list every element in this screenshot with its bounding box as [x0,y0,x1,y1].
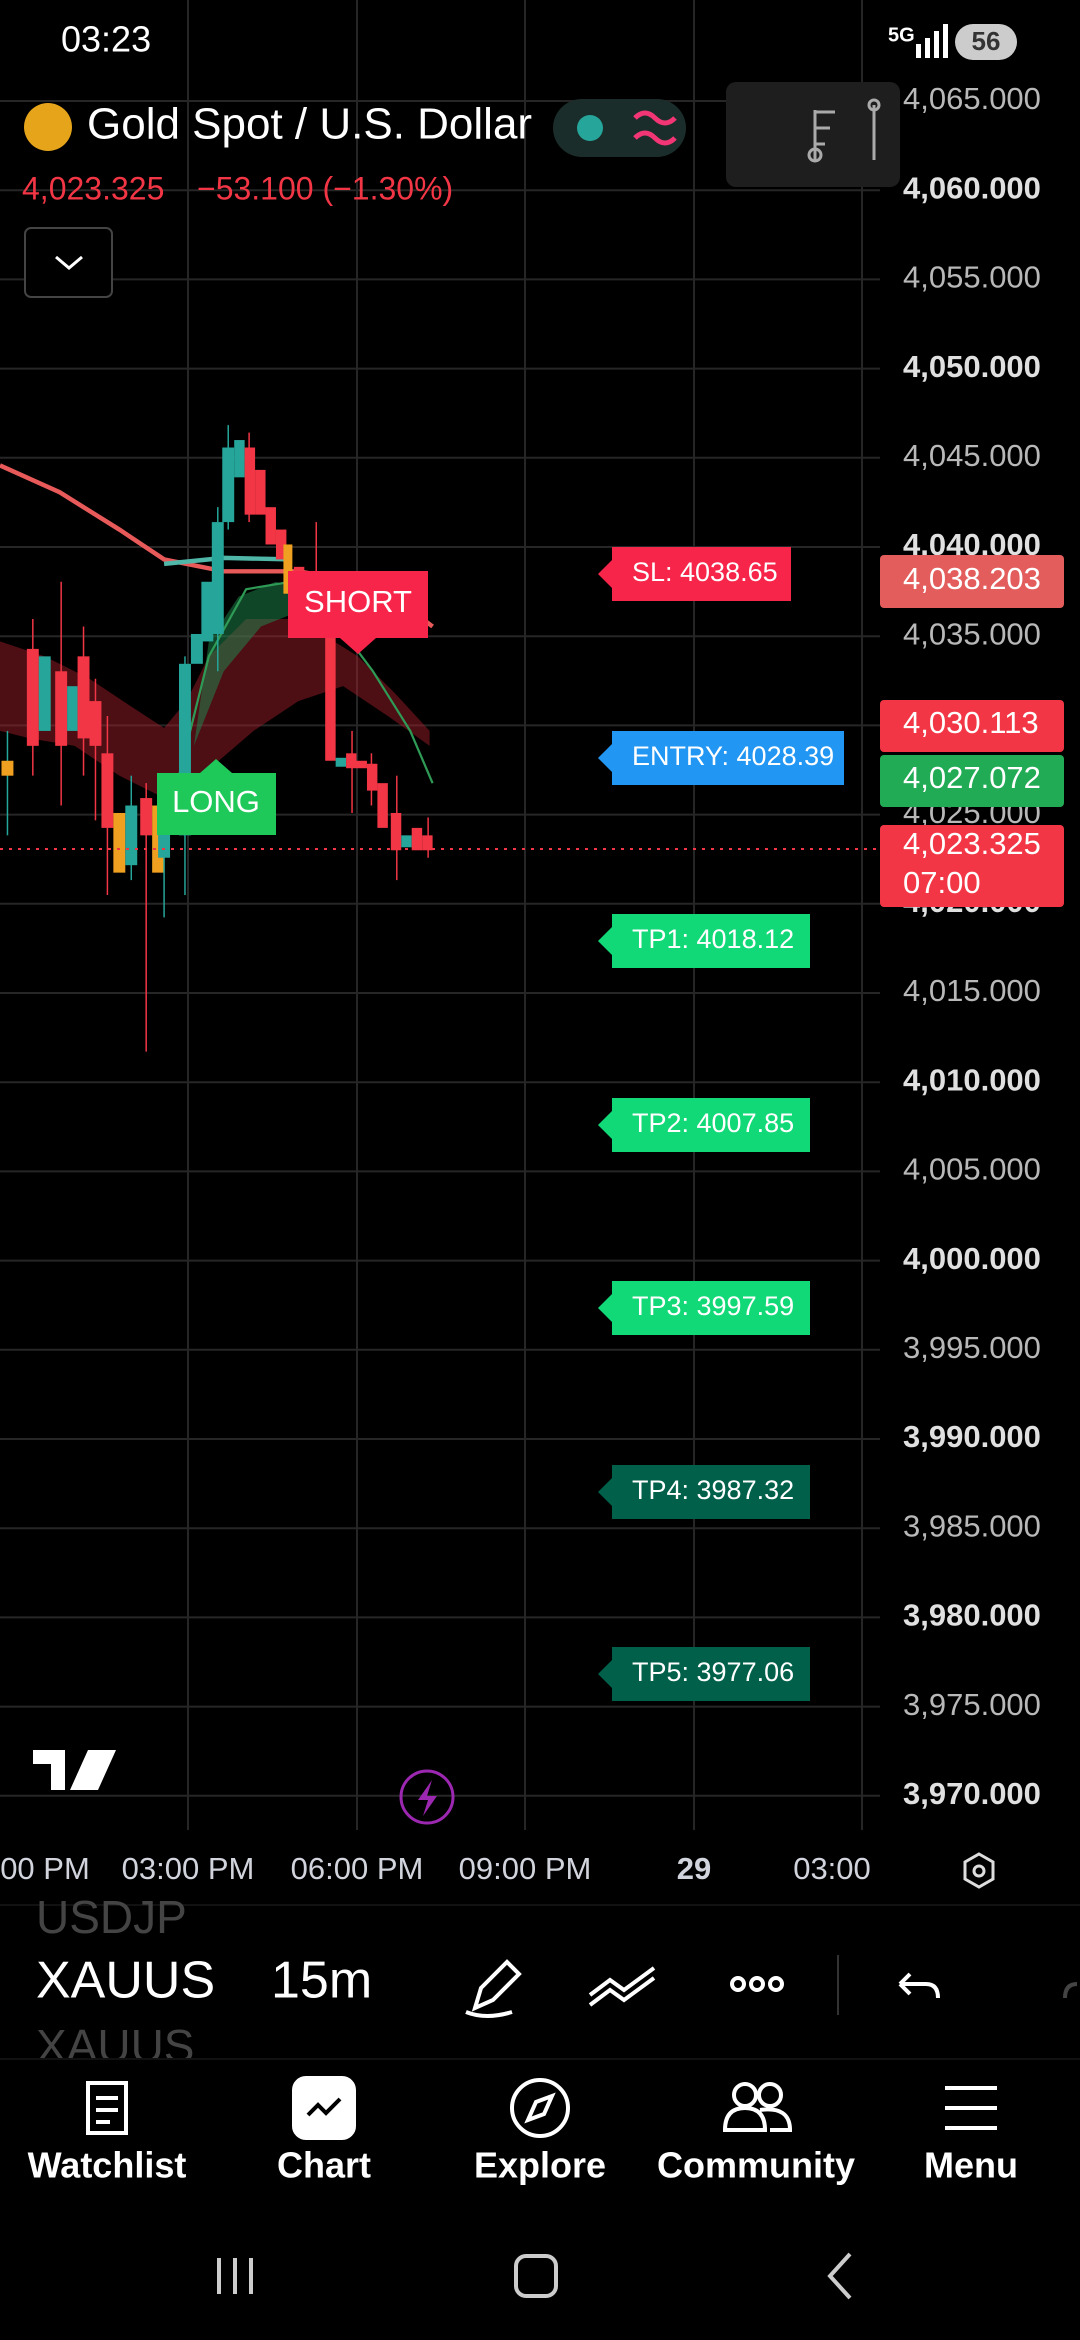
price-tag-label: 4,023.325 [903,826,1041,861]
price-axis-label: 4,065.000 [903,81,1041,116]
level-label: TP1: 4018.12 [632,924,794,954]
drawing-toolbar[interactable] [726,82,900,187]
market-open-dot [577,115,603,141]
level-marker [598,1647,810,1701]
settings-dot [972,1864,986,1878]
signal-label: LONG [172,784,260,819]
signal-pointer [200,759,232,773]
nav-tab[interactable]: Explore [474,2145,606,2186]
lightning-button[interactable] [399,1769,455,1825]
time-axis-label: 06:00 PM [291,1851,424,1886]
candles [0,425,434,1052]
price-axis-label: 3,985.000 [903,1508,1041,1543]
level-marker [598,547,791,601]
price-axis-label: 4,005.000 [903,1152,1041,1187]
lightning-icon [418,1780,437,1816]
price-axis-label: 3,970.000 [903,1776,1041,1811]
status-pill [553,99,686,157]
price-tag-label: 4,038.203 [903,561,1041,596]
symbol-picker[interactable]: USDJP XAUUS XAUUS [36,1891,215,2072]
undo-icon[interactable] [898,1972,940,1999]
status-network: 5G [888,24,915,46]
battery-level: 56 [972,26,1001,56]
symbol-below: XAUUS [36,2020,194,2072]
battery [955,24,1017,60]
collapse-button[interactable] [24,227,113,298]
status-time: 03:23 [61,19,151,60]
price-axis-label: 4,050.000 [903,349,1041,384]
price-tag [880,755,1064,807]
price-axis-label: 4,010.000 [903,1062,1041,1097]
level-marker [598,731,844,785]
time-axis-label: 09:00 PM [459,1851,592,1886]
chart-overlays: 4,065.000 4,060.000 4,055.000 4,050.000 4,04… [0,81,1064,1886]
indicators-icon[interactable] [588,1966,656,2007]
nav-tab[interactable]: Chart [277,2145,371,2186]
price-tag-label: 4,027.072 [903,760,1041,795]
signal-icon [916,24,948,58]
price-axis-label: 3,975.000 [903,1687,1041,1722]
toolbar-actions [465,1955,1078,2018]
system-nav [217,2252,852,2300]
symbol-title: Gold Spot / U.S. Dollar [87,100,532,149]
toolbar-icons [807,98,881,163]
price-axis-label: 4,055.000 [903,260,1041,295]
time-axis-label: 29 [677,1851,711,1886]
level-marker [598,914,810,968]
time-axis-label: 03:00 [793,1851,871,1886]
level-marker [598,1281,810,1335]
level-marker [598,1465,810,1519]
price-axis-label: 3,980.000 [903,1598,1041,1633]
level-label: TP2: 4007.85 [632,1108,794,1138]
signal-tag [157,773,276,835]
level-label: SL: 4038.65 [632,557,778,587]
level-label: TP4: 3987.32 [632,1475,794,1505]
price-tag-label: 07:00 [903,865,981,900]
nav-icons [86,2076,997,2140]
draw-icon[interactable] [465,1959,522,2018]
price-axis-label: 4,015.000 [903,973,1041,1008]
level-label: TP5: 3977.06 [632,1657,794,1687]
symbol-above: USDJP [36,1891,187,1943]
price-tag [880,825,1064,907]
price-axis-label: 4,045.000 [903,438,1041,473]
signal-tag [288,571,428,638]
nav-tab[interactable]: Menu [924,2145,1018,2186]
time-axis-label: 03:00 PM [122,1851,255,1886]
nav-tab[interactable]: Watchlist [28,2145,187,2186]
last-price: 4,023.325 [22,170,164,206]
level-marker [598,1098,810,1152]
symbol[interactable]: XAUUS [36,1952,215,2010]
price-change: −53.100 (−1.30%) [197,170,453,206]
price-axis-label: 3,995.000 [903,1330,1041,1365]
signal-label: SHORT [304,584,412,619]
price-axis-label: 4,035.000 [903,616,1041,651]
symbol-icon [24,103,72,151]
chevron-icon [55,255,83,270]
price-tag [880,555,1064,608]
price-axis-label: 4,060.000 [903,170,1041,205]
interval[interactable]: 15m [271,1952,372,2010]
price-axis-label: 4,000.000 [903,1241,1041,1276]
level-label: TP3: 3997.59 [632,1291,794,1321]
time-axis-label: 00 PM [0,1851,90,1886]
tv-logo [33,1750,116,1790]
signal-pointer [340,638,376,654]
level-label: ENTRY: 4028.39 [632,741,834,771]
price-axis-label: 3,990.000 [903,1419,1041,1454]
delay-icon [633,110,677,146]
price-tag [880,700,1064,752]
price-tag-label: 4,030.113 [903,705,1039,740]
nav-tab[interactable]: Community [657,2145,855,2186]
settings-button[interactable] [963,1852,995,1889]
chart-grid [0,0,880,1830]
